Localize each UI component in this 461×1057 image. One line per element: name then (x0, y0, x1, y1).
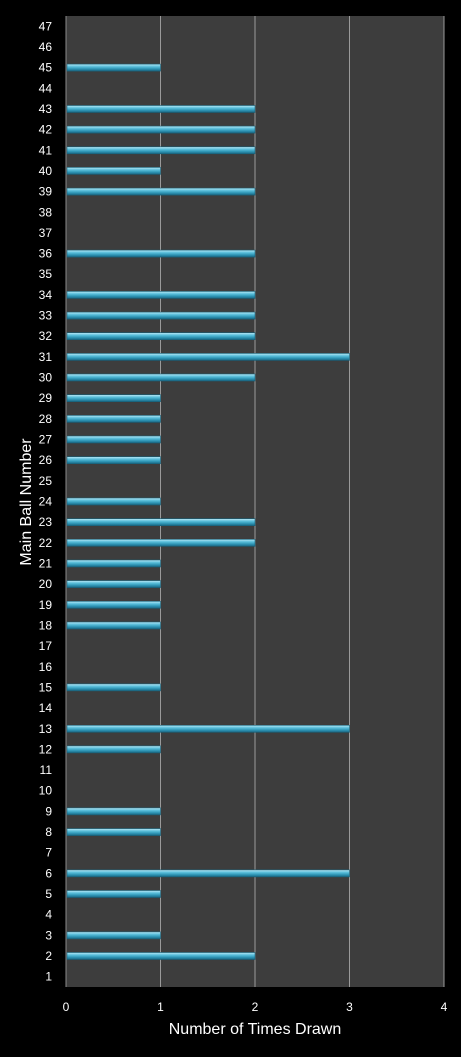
gridlines (65, 16, 445, 987)
y-tick-label: 2 (45, 949, 52, 963)
y-axis-title: Main Ball Number (18, 438, 35, 566)
y-tick-label: 7 (45, 846, 52, 860)
bar-ball-36 (66, 249, 256, 258)
y-tick-label: 5 (45, 887, 52, 901)
y-tick-label: 26 (39, 453, 53, 467)
y-tick-labels: 1234567891011121314151617181920212223242… (39, 19, 53, 983)
y-tick-label: 14 (39, 701, 53, 715)
y-tick-label: 36 (39, 247, 53, 261)
bar-ball-26 (66, 456, 161, 465)
bar-ball-42 (66, 125, 256, 134)
bar-ball-6 (66, 869, 350, 878)
bar-ball-5 (66, 890, 161, 898)
y-tick-label: 11 (40, 763, 53, 777)
y-tick-label: 18 (39, 619, 53, 633)
y-tick-label: 27 (39, 433, 53, 447)
bar-ball-43 (66, 105, 256, 113)
bar-ball-9 (66, 807, 161, 816)
x-tick-label: 3 (346, 1000, 353, 1014)
y-tick-label: 28 (39, 412, 53, 426)
y-tick-label: 10 (39, 784, 53, 798)
bar-ball-13 (66, 724, 350, 733)
bar-ball-39 (66, 187, 256, 196)
bar-ball-22 (66, 538, 256, 547)
y-tick-label: 35 (39, 267, 53, 281)
y-tick-label: 45 (39, 61, 53, 75)
bar-ball-45 (66, 63, 161, 72)
y-tick-label: 20 (39, 577, 53, 591)
y-tick-label: 9 (45, 804, 52, 818)
y-tick-label: 43 (39, 102, 53, 116)
y-tick-label: 39 (39, 185, 53, 199)
bar-ball-31 (66, 353, 350, 361)
x-axis-title: Number of Times Drawn (169, 1021, 342, 1038)
y-tick-label: 15 (39, 680, 53, 694)
bar-ball-40 (66, 167, 161, 175)
bar-ball-34 (66, 291, 256, 299)
y-tick-label: 32 (39, 329, 53, 343)
y-tick-label: 17 (39, 639, 53, 653)
bar-ball-19 (66, 600, 161, 609)
bar-ball-24 (66, 497, 161, 506)
y-tick-label: 31 (39, 350, 53, 364)
y-tick-label: 37 (39, 226, 53, 240)
y-tick-label: 29 (39, 391, 53, 405)
bar-ball-8 (66, 828, 161, 836)
x-tick-label: 4 (441, 1000, 448, 1014)
bar-ball-3 (66, 931, 161, 940)
y-tick-label: 30 (39, 371, 53, 385)
y-tick-label: 13 (39, 722, 53, 736)
x-tick-labels: 0 1 2 3 4 (63, 1000, 448, 1014)
y-tick-label: 1 (45, 970, 52, 984)
y-tick-label: 38 (39, 205, 53, 219)
bar-ball-41 (66, 146, 256, 155)
bar-ball-18 (66, 621, 161, 630)
y-tick-label: 4 (45, 908, 52, 922)
bar-ball-20 (66, 580, 161, 588)
bar-ball-15 (66, 683, 161, 692)
y-tick-label: 16 (39, 660, 53, 674)
bars (66, 63, 350, 960)
y-tick-label: 41 (39, 143, 53, 157)
bar-ball-2 (66, 952, 256, 960)
y-tick-label: 44 (39, 81, 53, 95)
y-tick-label: 23 (39, 515, 53, 529)
bar-ball-33 (66, 311, 256, 320)
bar-ball-27 (66, 435, 161, 444)
y-tick-label: 33 (39, 309, 53, 323)
y-tick-label: 42 (39, 123, 53, 137)
y-tick-label: 6 (45, 866, 52, 880)
bar-ball-21 (66, 559, 161, 568)
y-tick-label: 3 (45, 928, 52, 942)
y-tick-label: 24 (39, 495, 53, 509)
x-tick-label: 2 (252, 1000, 259, 1014)
y-tick-label: 34 (39, 288, 53, 302)
bar-ball-12 (66, 745, 161, 754)
bar-ball-32 (66, 332, 256, 341)
y-tick-label: 25 (39, 474, 53, 488)
bar-ball-29 (66, 394, 161, 403)
bar-ball-23 (66, 518, 256, 527)
y-tick-label: 21 (39, 557, 53, 571)
bar-ball-28 (66, 415, 161, 423)
y-tick-label: 8 (45, 825, 52, 839)
y-tick-label: 47 (39, 19, 53, 33)
y-tick-label: 22 (39, 536, 53, 550)
x-tick-label: 1 (157, 1000, 164, 1014)
y-tick-label: 46 (39, 40, 53, 54)
y-tick-label: 12 (39, 742, 53, 756)
y-tick-label: 19 (39, 598, 53, 612)
y-tick-label: 40 (39, 164, 53, 178)
x-tick-label: 0 (63, 1000, 70, 1014)
bar-ball-30 (66, 373, 256, 382)
